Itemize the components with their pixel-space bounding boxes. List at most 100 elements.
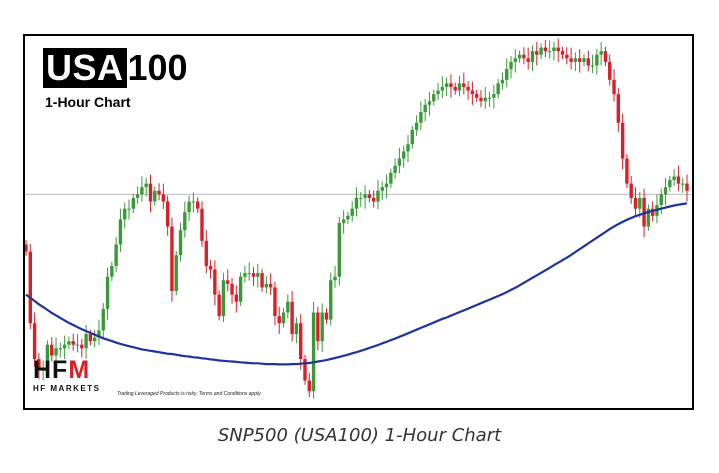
candle-body <box>247 273 251 275</box>
candle <box>123 202 127 229</box>
candle <box>492 84 496 109</box>
candle-body <box>277 316 281 324</box>
candle-body <box>663 187 668 195</box>
candle-body <box>84 333 88 349</box>
candle <box>67 336 71 350</box>
candle-body <box>178 230 183 256</box>
candle-body <box>238 276 243 302</box>
candle-body <box>436 90 440 95</box>
candle <box>153 186 157 206</box>
candle-body <box>54 348 58 356</box>
candle <box>474 89 479 102</box>
candle <box>539 43 543 60</box>
candle-body <box>535 51 539 55</box>
candle-body <box>273 287 277 317</box>
candle <box>625 154 629 188</box>
candle-body <box>157 190 161 195</box>
candle-body <box>50 344 54 356</box>
candle <box>573 52 578 72</box>
candle-body <box>131 197 136 209</box>
candle <box>560 46 565 60</box>
candle-body <box>195 201 200 209</box>
candle <box>97 319 101 346</box>
candle <box>58 342 63 358</box>
candle-body <box>234 294 239 302</box>
candle-body <box>526 58 530 62</box>
candle <box>28 244 32 330</box>
candle <box>131 193 136 213</box>
candle <box>217 290 221 321</box>
candle-body <box>67 341 71 345</box>
candle-body <box>560 51 565 55</box>
candle-body <box>221 280 226 317</box>
candle-body <box>479 97 483 102</box>
candle <box>595 48 599 75</box>
candle <box>500 72 505 90</box>
candle-body <box>672 176 676 181</box>
candle-body <box>393 165 397 173</box>
candle-body <box>363 194 367 198</box>
candle <box>238 272 243 307</box>
candle-body <box>286 301 290 313</box>
candle-body <box>539 47 543 55</box>
candle-body <box>324 312 329 320</box>
candle <box>586 50 590 72</box>
candle <box>582 54 586 67</box>
candle <box>466 81 470 100</box>
candle <box>294 317 299 344</box>
candle-body <box>32 323 37 360</box>
candle <box>406 135 410 163</box>
candle-body <box>681 183 685 185</box>
candle <box>187 195 191 222</box>
candle-body <box>586 58 590 66</box>
candle <box>402 145 406 168</box>
candle-body <box>45 344 50 370</box>
candle <box>513 49 518 73</box>
symbol-logo: USA 100 <box>43 48 188 88</box>
candle <box>346 211 350 224</box>
candle <box>470 81 475 105</box>
candle <box>608 54 612 86</box>
candle <box>449 74 453 98</box>
candle <box>191 192 196 213</box>
candle-body <box>380 187 384 191</box>
candle <box>629 176 633 204</box>
candle <box>92 330 97 348</box>
candle <box>208 260 213 279</box>
candle <box>75 333 80 353</box>
candle <box>37 353 41 379</box>
candle <box>479 90 483 108</box>
candle-body <box>80 344 84 349</box>
candle <box>303 354 307 385</box>
candle-body <box>217 294 221 317</box>
candle <box>341 210 346 234</box>
candle <box>32 312 37 367</box>
candle-body <box>135 194 140 198</box>
candle-body <box>320 312 324 342</box>
candle-body <box>646 208 651 227</box>
candle-body <box>432 94 436 102</box>
candle-body <box>213 269 217 295</box>
candle-body <box>174 255 178 292</box>
candle-body <box>444 83 449 87</box>
candle <box>384 174 389 198</box>
candle-body <box>337 223 342 277</box>
candle <box>509 55 513 79</box>
candle <box>599 42 603 66</box>
candle-body <box>307 380 311 392</box>
candle <box>307 373 311 398</box>
candle <box>663 178 668 206</box>
candle <box>419 101 423 131</box>
candle-body <box>316 312 320 342</box>
candle-body <box>359 197 363 199</box>
candle <box>577 49 582 73</box>
candle-body <box>423 104 427 113</box>
candle-body <box>75 344 80 346</box>
candle <box>354 187 359 217</box>
candle-body <box>573 58 578 62</box>
candle <box>638 192 642 218</box>
candle-body <box>402 151 406 159</box>
candle-body <box>474 94 479 98</box>
candle-body <box>110 265 114 277</box>
candle <box>462 72 466 95</box>
